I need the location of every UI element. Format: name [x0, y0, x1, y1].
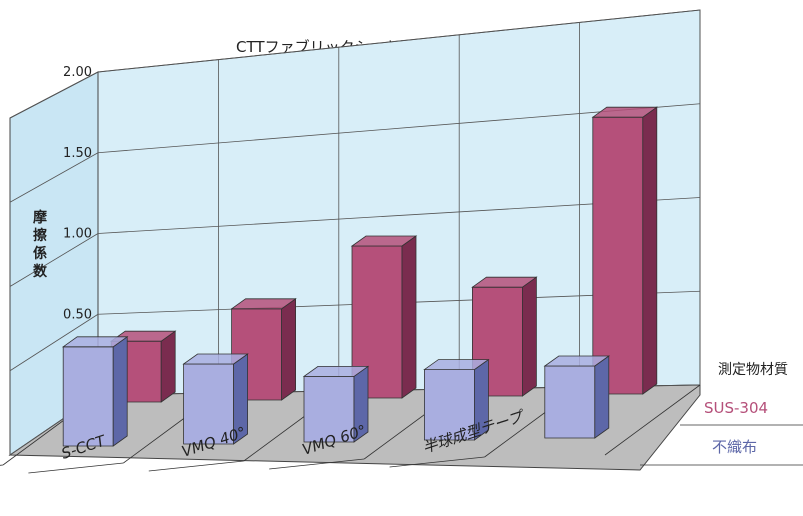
bar-nonwoven-4-top [543, 355, 611, 367]
y-axis-label-2: 擦 [33, 227, 47, 244]
bars [61, 106, 659, 447]
y-axis-label-4: 数 [33, 263, 48, 280]
bar-sus304-1-top [230, 298, 297, 310]
bar-sus304-4 [591, 106, 659, 395]
category-guide-3 [269, 458, 365, 470]
category-guide-2 [148, 460, 244, 472]
bar-nonwoven-1 [182, 353, 249, 445]
y-tick-label: 1.00 [63, 227, 92, 242]
bar-nonwoven-2 [302, 365, 370, 443]
gridline-side-4 [9, 71, 99, 119]
bar-nonwoven-0-front [62, 346, 114, 447]
bar-nonwoven-3 [423, 358, 490, 441]
bar-sus304-2-side [401, 235, 417, 399]
legend-title: 測定物材質 [718, 362, 788, 378]
bar-sus304-2-top [350, 235, 418, 247]
legend-series-nonwoven: 不織布 [712, 438, 757, 456]
bar-sus304-4-top [591, 106, 659, 118]
legend-series-sus304: SUS-304 [704, 399, 768, 417]
gridline-side-3 [9, 152, 99, 203]
bar-sus304-3-top [471, 276, 538, 288]
category-guide-0 [0, 464, 4, 466]
bar-nonwoven-4-side [594, 355, 610, 439]
y-tick-label: 0.50 [63, 307, 92, 322]
category-guide-1 [28, 462, 124, 474]
bar-sus304-0-side [160, 330, 176, 403]
bar-nonwoven-0 [61, 336, 129, 447]
bar-nonwoven-3-top [423, 359, 490, 371]
bar-sus304-1-side [281, 298, 297, 401]
gridline-back-4 [97, 9, 701, 73]
floor-lines [0, 384, 803, 474]
bar-nonwoven-2-top [302, 365, 370, 377]
bar-sus304-4-side [642, 106, 658, 395]
y-tick-label: 1.50 [63, 146, 92, 161]
gridline-side-2 [9, 233, 99, 287]
floor-divider-5 [604, 384, 701, 456]
bar-sus304-4-front [592, 116, 644, 395]
bar-sus304-2 [350, 235, 418, 399]
bar-sus304-3-side [522, 276, 537, 397]
bar-nonwoven-1-top [182, 353, 249, 365]
category-guide-4 [389, 456, 485, 468]
bar-nonwoven-0-side [112, 336, 128, 447]
bar-nonwoven-4-front [544, 365, 596, 439]
y-tick-label: 2.00 [63, 65, 92, 80]
bar-nonwoven-0-top [61, 336, 129, 348]
y-axis-label-1: 摩 [33, 209, 48, 226]
y-axis-label-3: 係 [33, 245, 47, 262]
bar-nonwoven-4 [543, 355, 611, 439]
gridline-side-1 [9, 313, 99, 372]
